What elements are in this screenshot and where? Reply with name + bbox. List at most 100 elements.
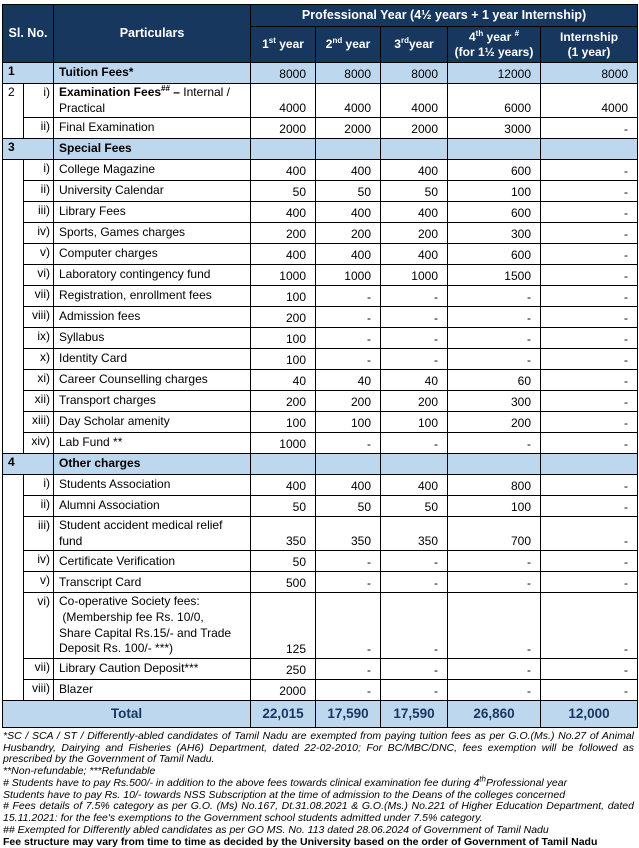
fee-value: 400	[316, 244, 381, 265]
row-roman-numeral: vii)	[24, 658, 54, 679]
fee-value: -	[541, 370, 638, 391]
fee-value: 200	[448, 412, 541, 433]
internship-header: Internship(1 year)	[541, 27, 638, 63]
footnote-differently-abled: ## Exempted for Differently abled candid…	[3, 825, 634, 837]
fee-value: 2000	[251, 118, 316, 139]
fee-value: 400	[251, 202, 316, 223]
row-roman-numeral: xii)	[24, 391, 54, 412]
fee-value: 400	[381, 475, 448, 496]
fee-value: -	[381, 572, 448, 593]
fee-value: -	[541, 433, 638, 454]
fee-value: 8000	[251, 63, 316, 84]
fee-value: -	[541, 593, 638, 658]
year-label: 1	[262, 37, 269, 51]
fee-row: iii)Student accident medical relief fund…	[3, 517, 638, 551]
fee-value: 200	[381, 223, 448, 244]
fee-value: 6000	[448, 84, 541, 118]
fee-value: 200	[251, 223, 316, 244]
hash-sup: #	[515, 29, 519, 38]
fee-value: -	[541, 679, 638, 700]
year-1-header: 1st year	[251, 27, 316, 63]
fee-value: -	[541, 572, 638, 593]
total-year-4: 26,860	[448, 700, 541, 727]
particulars-cell: Laboratory contingency fund	[54, 265, 251, 286]
particulars-header: Particulars	[54, 5, 251, 63]
fee-value: -	[541, 551, 638, 572]
particulars-cell: Examination Fees## – Internal / Practica…	[54, 84, 251, 118]
fee-value: 400	[251, 244, 316, 265]
fee-value: -	[448, 593, 541, 658]
fee-value: -	[381, 593, 448, 658]
fee-value: 100	[251, 286, 316, 307]
fee-value: -	[448, 679, 541, 700]
fee-value: -	[316, 593, 381, 658]
fee-value: -	[381, 551, 448, 572]
row-number: 3	[3, 139, 54, 160]
particulars-cell: University Calendar	[54, 181, 251, 202]
fee-value: -	[381, 679, 448, 700]
particulars-cell: Final Examination	[54, 118, 251, 139]
fee-value: 200	[251, 391, 316, 412]
fee-value: 100	[448, 181, 541, 202]
year-2-header: 2nd year	[316, 27, 381, 63]
particulars-cell: Blazer	[54, 679, 251, 700]
fee-value: 400	[381, 160, 448, 181]
particulars-cell: Sports, Games charges	[54, 223, 251, 244]
fee-value	[381, 139, 448, 160]
particulars-cell: Transcript Card	[54, 572, 251, 593]
particulars-cell: Admission fees	[54, 307, 251, 328]
fee-value	[381, 454, 448, 475]
fee-value: -	[541, 391, 638, 412]
fee-value: 60	[448, 370, 541, 391]
year-4-header: 4th year #(for 1½ years)	[448, 27, 541, 63]
fee-value: 600	[448, 202, 541, 223]
ordinal-sup: rd	[401, 36, 409, 45]
particulars-cell: Career Counselling charges	[54, 370, 251, 391]
fee-value: 4000	[381, 84, 448, 118]
footnote-clinical-exam: # Students have to pay Rs.500/- in addit…	[3, 778, 634, 790]
row-roman-numeral: v)	[24, 244, 54, 265]
row-number: 2	[3, 84, 24, 139]
fee-value	[316, 454, 381, 475]
fee-value: 1000	[251, 433, 316, 454]
fee-value: -	[381, 286, 448, 307]
fee-value: -	[541, 286, 638, 307]
fee-value: 400	[316, 475, 381, 496]
fee-value: -	[381, 433, 448, 454]
fee-value: 2000	[316, 118, 381, 139]
fee-value	[316, 139, 381, 160]
fee-value: 1000	[316, 265, 381, 286]
fee-value: 50	[381, 181, 448, 202]
fee-value: 100	[251, 412, 316, 433]
fee-value: 2000	[381, 118, 448, 139]
professional-year-header: Professional Year (4½ years + 1 year Int…	[251, 5, 638, 27]
ordinal-sup: st	[269, 36, 276, 45]
ordinal-sup: th	[479, 774, 486, 783]
total-internship: 12,000	[541, 700, 638, 727]
particulars-cell: Special Fees	[54, 139, 251, 160]
year-label: 3	[394, 37, 401, 51]
row-roman-numeral: iii)	[24, 202, 54, 223]
fee-value: -	[541, 496, 638, 517]
footnotes: *SC / SCA / ST / Differently-abled candi…	[2, 731, 634, 848]
particulars-cell: Students Association	[54, 475, 251, 496]
fee-value: 4000	[316, 84, 381, 118]
fee-value: -	[541, 307, 638, 328]
fee-value: 1500	[448, 265, 541, 286]
row-roman-numeral: viii)	[24, 679, 54, 700]
year-3-header: 3rdyear	[381, 27, 448, 63]
row-roman-numeral: iv)	[24, 551, 54, 572]
fee-value: 100	[251, 328, 316, 349]
fee-value: 350	[316, 517, 381, 551]
